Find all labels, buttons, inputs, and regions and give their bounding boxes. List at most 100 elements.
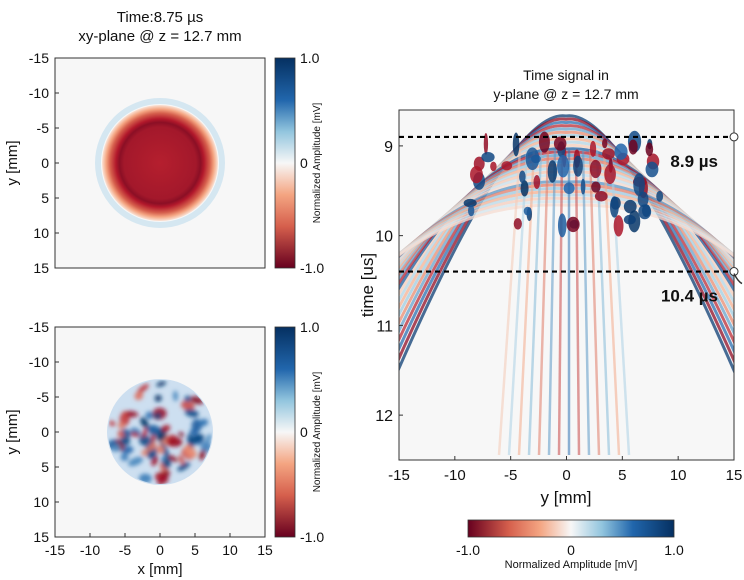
speckle xyxy=(189,434,205,443)
speckle xyxy=(140,417,149,429)
colorbar-tick-label: -1.0 xyxy=(456,542,480,558)
time-marker-label: 8.9 µs xyxy=(670,152,718,171)
wave-patch xyxy=(553,136,567,151)
panel-b-xlabel: x [mm] xyxy=(138,561,183,578)
panel-c-time-markers: 8.9 µs 10.4 µs xyxy=(399,132,743,306)
wavefront xyxy=(399,134,734,320)
wave-streak xyxy=(574,149,581,456)
speckle xyxy=(167,437,183,447)
speckle xyxy=(184,409,199,418)
y-tick-label: -10 xyxy=(29,354,49,370)
wave-streak xyxy=(507,149,529,456)
wave-patch xyxy=(604,164,616,185)
wave-patch xyxy=(638,204,652,220)
x-tick-label: -5 xyxy=(504,467,517,484)
wavefront xyxy=(399,114,734,375)
wave-patch xyxy=(613,215,624,237)
speckle xyxy=(134,391,144,401)
speckle xyxy=(157,476,169,484)
x-tick-label: 5 xyxy=(191,542,199,558)
speckle xyxy=(120,453,129,462)
y-tick-label: 10 xyxy=(33,225,49,241)
wave-patch xyxy=(470,166,483,184)
x-tick-label: -10 xyxy=(444,467,466,484)
y-tick-label: 10 xyxy=(375,229,393,246)
colorbar-tick-label: -1.0 xyxy=(300,529,324,545)
y-tick-label: -10 xyxy=(29,85,49,101)
y-tick-label: 5 xyxy=(41,190,49,206)
speckle xyxy=(154,412,162,420)
colorbar-tick-label: -1.0 xyxy=(300,260,324,276)
speckle xyxy=(146,450,156,460)
panel-bottom-left: -15 -10 -5 0 5 10 15 -15 -10 -5 0 5 10 15 x [mm] y [… xyxy=(4,319,324,578)
panel-c-y-ticks: 9 10 11 12 xyxy=(375,139,403,425)
speckle xyxy=(142,427,148,438)
speckle xyxy=(147,442,157,451)
speckle xyxy=(156,381,167,387)
x-tick-label: -10 xyxy=(80,542,100,558)
wave-patch xyxy=(557,213,567,238)
x-tick-label: 5 xyxy=(618,467,626,484)
y-tick-label: -15 xyxy=(29,50,49,66)
panel-b-y-ticks: -15 -10 -5 0 5 10 15 xyxy=(29,319,59,545)
speckle xyxy=(117,421,126,429)
wave-patch xyxy=(483,133,489,155)
speckle xyxy=(128,456,144,467)
panel-b-x-ticks: -15 -10 -5 0 5 10 15 xyxy=(45,533,273,558)
speckle xyxy=(178,431,184,437)
wave-patch xyxy=(490,161,497,172)
wavefront xyxy=(399,180,734,260)
wave-patch xyxy=(589,140,597,157)
time-marker-label: 10.4 µs xyxy=(661,287,718,306)
wave-patch xyxy=(645,161,659,178)
wave-patch xyxy=(609,196,619,218)
speckle xyxy=(121,446,134,454)
panel-a-positive-rim xyxy=(95,98,225,228)
y-tick-label: 0 xyxy=(41,155,49,171)
speckle xyxy=(181,400,195,411)
speckle xyxy=(184,395,191,402)
speckle xyxy=(177,462,191,472)
wavefront xyxy=(399,147,734,293)
y-tick-label: 10 xyxy=(33,494,49,510)
wave-patch xyxy=(633,173,645,196)
speckle xyxy=(198,449,206,461)
wavefront xyxy=(399,117,734,365)
speckle xyxy=(167,454,178,462)
y-tick-label: 15 xyxy=(33,260,49,276)
y-tick-label: -5 xyxy=(37,120,50,136)
wave-streak xyxy=(581,149,591,456)
wave-patch xyxy=(468,204,475,217)
speckle xyxy=(205,434,212,444)
x-tick-label: 10 xyxy=(670,467,687,484)
speckle xyxy=(156,445,165,454)
wave-patch xyxy=(628,139,638,155)
wave-patch xyxy=(563,182,575,195)
wave-patch xyxy=(525,147,540,171)
x-tick-label: -15 xyxy=(388,467,410,484)
panel-right: Time signal in y-plane @ z = 12.7 mm -15… xyxy=(358,67,743,571)
wave-patch xyxy=(538,131,550,153)
panel-c-xlabel: y [mm] xyxy=(541,488,592,507)
wave-patch xyxy=(557,154,570,178)
wavefront xyxy=(399,196,734,257)
panel-a-colorbar-ticks: 1.0 0 -1.0 xyxy=(300,50,324,276)
speckle xyxy=(147,424,161,436)
wavefront xyxy=(399,193,734,257)
panel-a-colorbar xyxy=(274,57,296,269)
x-tick-label: -5 xyxy=(119,542,132,558)
speckle xyxy=(122,428,132,438)
panel-c-wavefield xyxy=(399,114,734,456)
wave-patch xyxy=(519,170,526,184)
wave-patch xyxy=(656,190,664,202)
colorbar-tick-label: 0 xyxy=(300,155,308,171)
wavefront xyxy=(399,137,734,313)
panel-b-ylabel: y [mm] xyxy=(4,410,21,455)
wave-patch xyxy=(512,132,520,157)
y-tick-label: -5 xyxy=(37,389,50,405)
y-tick-label: 15 xyxy=(33,529,49,545)
speckle xyxy=(137,383,149,394)
speckle xyxy=(139,434,151,446)
wave-patch xyxy=(594,191,608,202)
x-tick-label: 15 xyxy=(726,467,743,484)
